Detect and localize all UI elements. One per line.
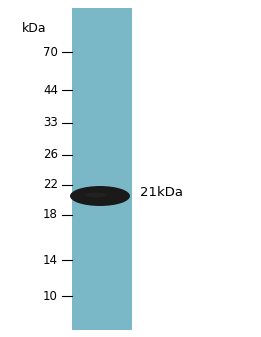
Text: 33: 33	[43, 117, 58, 129]
Text: 21kDa: 21kDa	[140, 186, 183, 200]
Text: 18: 18	[43, 209, 58, 221]
Text: 14: 14	[43, 253, 58, 267]
Ellipse shape	[70, 186, 130, 206]
Bar	[72, 8, 132, 330]
Text: 44: 44	[43, 84, 58, 96]
Text: 70: 70	[43, 45, 58, 59]
Text: 10: 10	[43, 289, 58, 303]
Ellipse shape	[86, 192, 106, 197]
Text: 26: 26	[43, 149, 58, 161]
Text: 22: 22	[43, 179, 58, 191]
Text: kDa: kDa	[22, 22, 47, 35]
